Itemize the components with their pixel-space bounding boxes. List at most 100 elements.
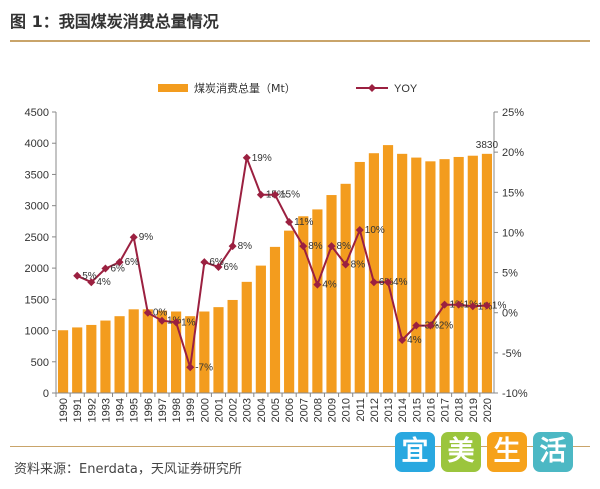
x-tick-label-2008: 2008	[312, 398, 324, 422]
x-tick-label-2012: 2012	[369, 398, 381, 422]
x-tick-label-2000: 2000	[199, 398, 211, 422]
x-tick-label-2007: 2007	[298, 398, 310, 422]
right-tick-label-0%: 0%	[502, 308, 518, 320]
bar-2005	[269, 246, 281, 393]
left-tick-label-2000: 2000	[25, 263, 49, 275]
yoy-label-2006: 11%	[294, 217, 313, 228]
yoy-point-2004	[256, 190, 265, 199]
yoy-point-2013	[384, 278, 393, 287]
source-divider	[10, 446, 590, 447]
bar-1990	[57, 330, 69, 393]
yoy-label-2011: 10%	[365, 225, 385, 236]
bar-2003	[241, 281, 252, 393]
yoy-point-1992	[87, 278, 96, 287]
yoy-label-2002: 8%	[238, 241, 253, 252]
bar-2012	[368, 153, 379, 393]
left-tick-label-3000: 3000	[25, 201, 49, 213]
legend-label-consumption: 煤炭消费总量（Mt）	[194, 81, 296, 95]
yoy-point-1996	[143, 308, 152, 317]
left-tick-label-4000: 4000	[25, 138, 49, 150]
yoy-label-2003: 19%	[252, 153, 272, 164]
x-tick-label-2005: 2005	[270, 398, 282, 422]
left-tick-label-3500: 3500	[25, 169, 49, 181]
x-tick-label-2009: 2009	[327, 398, 339, 422]
yoy-point-1991	[73, 271, 82, 280]
bar-2009	[326, 195, 337, 393]
bar-2007	[298, 216, 309, 393]
yoy-point-1999	[186, 363, 195, 372]
bar-2010	[340, 183, 351, 393]
x-tick-label-2013: 2013	[383, 398, 395, 422]
yoy-label-1994: 6%	[125, 257, 140, 268]
yoy-label-1996: 0%	[153, 308, 168, 319]
watermark-badge-4: 活	[533, 432, 573, 472]
yoy-point-2011	[355, 226, 364, 235]
left-tick-label-2500: 2500	[25, 232, 49, 244]
left-tick-label-0: 0	[43, 388, 49, 400]
yoy-label-2014: 4%	[407, 335, 422, 346]
yoy-point-1997	[157, 316, 166, 325]
yoy-label-1991: 5%	[82, 271, 97, 282]
yoy-point-1995	[129, 233, 138, 242]
yoy-point-1994	[115, 258, 124, 267]
x-tick-label-2018: 2018	[454, 398, 466, 422]
x-tick-label-1996: 1996	[143, 398, 155, 422]
right-tick-label-10%: 10%	[502, 227, 524, 239]
yoy-label-1999: -7%	[195, 362, 213, 373]
figure-title: 图 1：我国煤炭消费总量情况	[10, 12, 219, 31]
yoy-label-2009: 8%	[337, 241, 352, 252]
yoy-point-2001	[214, 262, 223, 271]
yoy-point-1998	[172, 318, 181, 327]
yoy-point-2007	[299, 242, 308, 251]
yoy-point-2014	[398, 336, 407, 345]
x-tick-label-2006: 2006	[284, 398, 296, 422]
bar-label-2020: 3830	[476, 140, 499, 151]
bar-1993	[100, 320, 111, 393]
right-tick-label--10%: -10%	[502, 388, 528, 400]
bar-2004	[255, 265, 266, 393]
title-divider	[10, 40, 590, 42]
yoy-label-2016: -2%	[435, 321, 453, 332]
x-tick-label-1998: 1998	[171, 398, 183, 422]
bar-2006	[284, 230, 295, 393]
left-tick-label-1000: 1000	[25, 326, 49, 338]
x-tick-label-1990: 1990	[58, 398, 70, 422]
left-tick-label-500: 500	[31, 357, 49, 369]
bar-1994	[114, 316, 125, 393]
right-tick-label--5%: -5%	[502, 348, 522, 360]
x-tick-label-2011: 2011	[355, 398, 367, 422]
bar-2008	[312, 209, 323, 393]
legend-swatch-consumption	[158, 84, 188, 92]
yoy-label-2010: 8%	[351, 260, 366, 271]
bar-2017	[439, 159, 450, 393]
x-tick-label-2017: 2017	[440, 398, 452, 422]
bar-1996	[142, 309, 153, 393]
x-tick-label-2015: 2015	[411, 398, 423, 422]
right-tick-label-20%: 20%	[502, 147, 524, 159]
x-tick-label-1991: 1991	[72, 398, 84, 422]
right-tick-label-25%: 25%	[502, 107, 524, 119]
x-tick-label-2001: 2001	[213, 398, 225, 422]
yoy-point-2012	[369, 278, 378, 287]
bar-2018	[453, 156, 464, 393]
yoy-label-2005: 15%	[280, 190, 300, 201]
watermark-badge-2: 美	[441, 432, 481, 472]
bar-2019	[467, 155, 478, 393]
left-tick-label-1500: 1500	[25, 294, 49, 306]
watermark-badge-1: 宜	[395, 432, 435, 472]
yoy-point-2016	[426, 321, 435, 330]
bar-1998	[171, 311, 182, 393]
legend-label-yoy: YOY	[394, 83, 418, 95]
yoy-label-2007: 8%	[308, 241, 323, 252]
yoy-label-1992: 4%	[96, 277, 111, 288]
left-tick-label-4500: 4500	[25, 107, 49, 119]
yoy-label-2000: 6%	[209, 257, 224, 268]
x-tick-label-2003: 2003	[242, 398, 254, 422]
bar-2016	[425, 161, 436, 393]
right-tick-label-5%: 5%	[502, 268, 518, 280]
bar-2015	[411, 157, 422, 393]
yoy-label-2020: 1%	[492, 300, 507, 311]
yoy-point-2006	[285, 217, 294, 226]
yoy-point-2003	[242, 153, 251, 162]
